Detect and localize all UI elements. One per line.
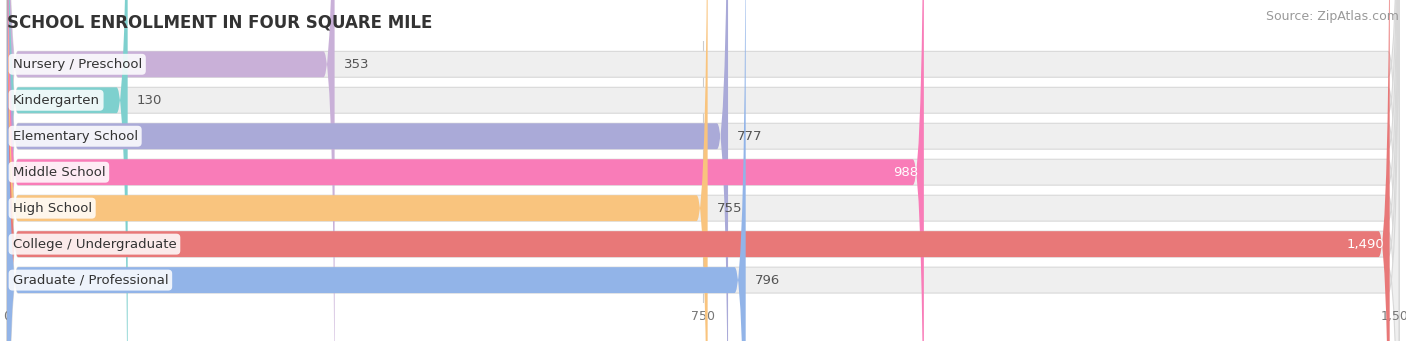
Text: Kindergarten: Kindergarten [13,94,100,107]
FancyBboxPatch shape [7,0,1389,341]
Text: 796: 796 [755,273,780,286]
FancyBboxPatch shape [7,0,745,341]
Text: 755: 755 [717,202,742,215]
FancyBboxPatch shape [7,0,924,341]
Text: 130: 130 [136,94,162,107]
Text: 777: 777 [737,130,763,143]
FancyBboxPatch shape [7,0,1399,341]
FancyBboxPatch shape [7,0,335,341]
FancyBboxPatch shape [7,0,707,341]
Text: SCHOOL ENROLLMENT IN FOUR SQUARE MILE: SCHOOL ENROLLMENT IN FOUR SQUARE MILE [7,13,433,31]
Text: Middle School: Middle School [13,166,105,179]
FancyBboxPatch shape [7,0,1399,341]
Text: 1,490: 1,490 [1347,238,1384,251]
Text: Elementary School: Elementary School [13,130,138,143]
FancyBboxPatch shape [7,0,728,341]
FancyBboxPatch shape [7,0,128,341]
FancyBboxPatch shape [7,0,1399,341]
FancyBboxPatch shape [7,0,1399,341]
Text: Nursery / Preschool: Nursery / Preschool [13,58,142,71]
FancyBboxPatch shape [7,0,1399,341]
Text: Source: ZipAtlas.com: Source: ZipAtlas.com [1265,10,1399,23]
Text: High School: High School [13,202,91,215]
Text: College / Undergraduate: College / Undergraduate [13,238,176,251]
FancyBboxPatch shape [7,0,1399,341]
FancyBboxPatch shape [7,0,1399,341]
Text: 988: 988 [893,166,918,179]
Text: 353: 353 [344,58,370,71]
Text: Graduate / Professional: Graduate / Professional [13,273,169,286]
